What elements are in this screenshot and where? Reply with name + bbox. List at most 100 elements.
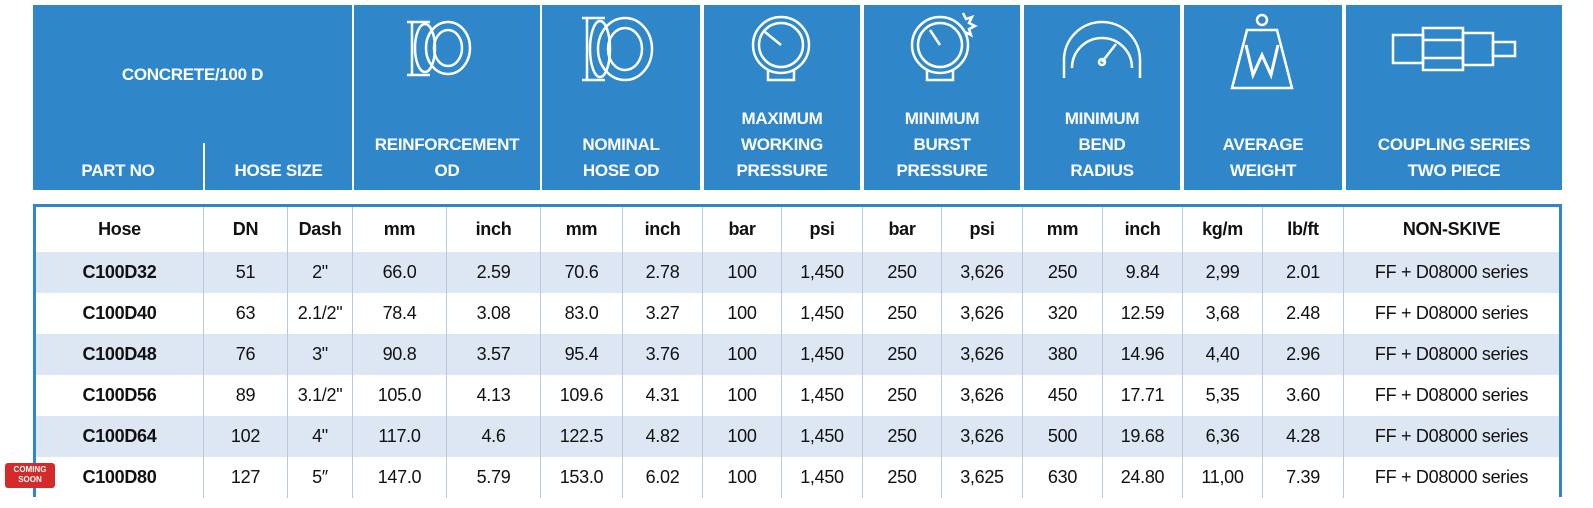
header-label: HOSE SIZE <box>234 161 323 180</box>
data-cell: 63 <box>203 293 287 334</box>
data-cell: 4,40 <box>1182 334 1262 375</box>
data-cell: FF + D08000 series <box>1343 457 1559 498</box>
header-label: BURST <box>913 135 971 154</box>
data-cell: 3,625 <box>941 457 1022 498</box>
data-cell: 127 <box>203 457 287 498</box>
unit-cell: kg/m <box>1182 207 1262 252</box>
data-cell: 90.8 <box>352 334 446 375</box>
data-cell: 2.1/2" <box>287 293 352 334</box>
data-cell: 2.48 <box>1262 293 1343 334</box>
data-cell: C100D48 <box>82 344 157 364</box>
data-cell: 1,450 <box>781 457 862 498</box>
header-label: PRESSURE <box>896 161 988 180</box>
data-cell: 3.57 <box>446 334 540 375</box>
unit-cell: NON-SKIVE <box>1343 207 1559 252</box>
header-label: MINIMUM <box>1064 109 1140 128</box>
data-cell: 109.6 <box>540 375 622 416</box>
data-cell: 250 <box>862 252 941 293</box>
unit-cell: DN <box>203 207 287 252</box>
nominal-icon <box>582 16 654 82</box>
data-cell: 1,450 <box>781 293 862 334</box>
header-divider <box>203 143 205 190</box>
data-cell: 4.28 <box>1262 416 1343 457</box>
reinforcement-icon <box>407 20 472 77</box>
header-block <box>33 5 352 190</box>
data-cell: FF + D08000 series <box>1343 252 1559 293</box>
data-cell: FF + D08000 series <box>1343 416 1559 457</box>
data-cell: 70.6 <box>540 252 622 293</box>
unit-cell: mm <box>352 207 446 252</box>
header-label: RADIUS <box>1070 161 1134 180</box>
header-block <box>1346 5 1562 190</box>
header-block <box>542 5 700 190</box>
data-cell: 3,626 <box>941 375 1022 416</box>
data-cell: 122.5 <box>540 416 622 457</box>
data-cell: 89 <box>203 375 287 416</box>
burst-icon <box>910 12 978 82</box>
data-cell: 3.1/2" <box>287 375 352 416</box>
data-cell: 102 <box>203 416 287 457</box>
data-cell: 100 <box>702 375 781 416</box>
data-cell: 3,626 <box>941 252 1022 293</box>
header-label: OD <box>434 161 460 180</box>
data-cell: 117.0 <box>352 416 446 457</box>
header-icons <box>407 12 1517 90</box>
unit-cell: inch <box>622 207 702 252</box>
data-cell: 14.96 <box>1102 334 1182 375</box>
data-cell: 78.4 <box>352 293 446 334</box>
data-cell: 100 <box>702 334 781 375</box>
unit-cell: psi <box>781 207 862 252</box>
data-cell: 380 <box>1022 334 1102 375</box>
header-label: COUPLING SERIES <box>1377 135 1531 154</box>
row-background <box>36 416 1559 457</box>
header-block <box>704 5 860 190</box>
data-cell: 2" <box>287 252 352 293</box>
header-block <box>1184 5 1342 190</box>
data-cell: 3,68 <box>1182 293 1262 334</box>
data-cell: 2.78 <box>622 252 702 293</box>
data-cell: 3.27 <box>622 293 702 334</box>
data-cell: 1,450 <box>781 416 862 457</box>
row-background <box>36 375 1559 416</box>
header-label: HOSE OD <box>582 161 660 180</box>
data-cell: 250 <box>1022 252 1102 293</box>
data-cell: 450 <box>1022 375 1102 416</box>
data-cell: 5,35 <box>1182 375 1262 416</box>
coming-soon-badge: COMING SOON <box>5 463 55 488</box>
header-label: PRESSURE <box>736 161 828 180</box>
data-cell: 250 <box>862 416 941 457</box>
unit-cell: mm <box>1022 207 1102 252</box>
data-cell: 76 <box>203 334 287 375</box>
unit-cell: inch <box>1102 207 1182 252</box>
data-cell: 4" <box>287 416 352 457</box>
unit-cell: psi <box>941 207 1022 252</box>
data-cell: 3.60 <box>1262 375 1343 416</box>
data-cell: 7.39 <box>1262 457 1343 498</box>
unit-cell: lb/ft <box>1262 207 1343 252</box>
header-label: MINIMUM <box>904 109 980 128</box>
header-block <box>354 5 540 190</box>
row-background <box>36 293 1559 334</box>
data-cell: 4.82 <box>622 416 702 457</box>
data-cell: C100D56 <box>82 385 157 405</box>
data-cell: C100D64 <box>82 426 157 446</box>
data-cell: 3.76 <box>622 334 702 375</box>
data-cell: 1,450 <box>781 334 862 375</box>
unit-cell: Dash <box>287 207 352 252</box>
data-cell: C100D40 <box>82 303 157 323</box>
data-cell: 3,626 <box>941 416 1022 457</box>
data-cell: 6.02 <box>622 457 702 498</box>
row-background <box>36 334 1559 375</box>
data-cell: 320 <box>1022 293 1102 334</box>
data-cell: 12.59 <box>1102 293 1182 334</box>
header-label: BEND <box>1078 135 1126 154</box>
coupling-icon <box>1391 26 1517 72</box>
data-cell: C100D80 <box>82 467 157 487</box>
header-block <box>1024 5 1180 190</box>
data-cell: 100 <box>702 293 781 334</box>
data-cell: 147.0 <box>352 457 446 498</box>
data-cell: 3.08 <box>446 293 540 334</box>
data-cell: 19.68 <box>1102 416 1182 457</box>
data-cell: 1,450 <box>781 375 862 416</box>
data-cell: 17.71 <box>1102 375 1182 416</box>
